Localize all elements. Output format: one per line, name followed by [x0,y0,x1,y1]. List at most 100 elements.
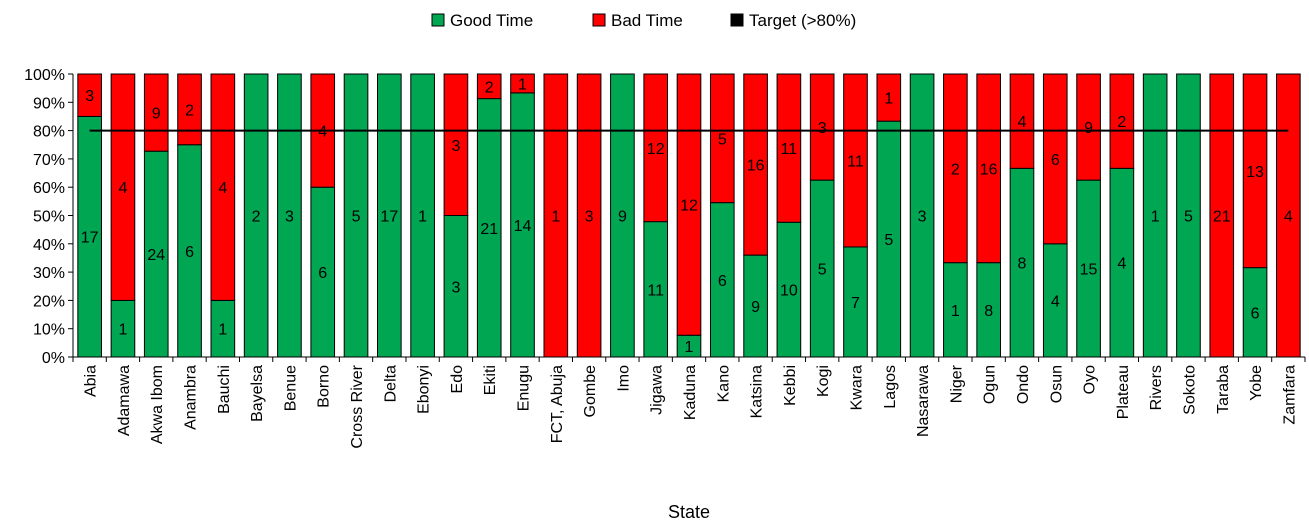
legend-target-label: Target (>80%) [749,11,856,30]
data-label-good-time: 5 [1184,209,1193,226]
data-label-good-time: 5 [884,232,893,249]
data-label-good-time: 15 [1080,262,1098,279]
data-label-bad-time: 2 [951,161,960,178]
data-label-good-time: 14 [514,218,532,235]
x-tick-label: Adamawa [116,365,133,436]
bar-bad-time [776,73,802,223]
data-label-bad-time: 13 [1246,164,1264,181]
x-tick-label: Osun [1048,365,1065,403]
y-tick-label: 80% [33,124,65,141]
data-label-good-time: 1 [951,303,960,320]
data-label-good-time: 9 [618,209,627,226]
data-label-good-time: 24 [147,247,165,264]
legend-bad-time-label: Bad Time [611,11,683,30]
y-tick-label: 50% [33,209,65,226]
bar-bad-time [676,73,702,336]
data-label-good-time: 1 [685,339,694,356]
data-label-bad-time: 21 [1213,209,1231,226]
data-label-good-time: 6 [185,244,194,261]
x-tick-label: Ondo [1015,365,1032,404]
bar-bad-time [510,73,535,94]
bar-bad-time [943,73,968,264]
data-label-good-time: 4 [1051,293,1060,310]
data-label-good-time: 3 [285,209,294,226]
data-label-good-time: 9 [751,299,760,316]
data-label-good-time: 7 [851,295,860,312]
x-tick-label: Taraba [1215,365,1232,414]
x-tick-label: Rivers [1148,365,1165,410]
x-axis: Abia Adamawa Akwa Ibom Anambra Bauchi Bayelsa… [72,356,1306,449]
data-label-bad-time: 4 [218,180,227,197]
data-label-bad-time: 11 [781,141,798,158]
bar-bad-time [77,73,102,117]
data-label-bad-time: 6 [1051,152,1060,169]
data-label-bad-time: 1 [884,91,893,108]
data-label-bad-time: 3 [585,209,594,226]
x-tick-label: Edo [449,365,466,394]
data-label-bad-time: 4 [1284,209,1293,226]
y-tick-label: 60% [33,180,65,197]
data-label-good-time: 11 [647,282,664,299]
data-label-good-time: 5 [818,262,827,279]
bar-bad-time [976,73,1001,264]
bar-bad-time [443,73,469,216]
bar-bad-time [1109,73,1135,169]
x-tick-label: Benue [282,365,299,411]
y-tick-label: 90% [33,95,65,112]
x-tick-label: Jigawa [649,365,666,415]
data-label-bad-time: 3 [85,88,94,105]
y-tick-label: 10% [33,322,65,339]
data-label-bad-time: 4 [1018,114,1027,131]
data-label-bad-time: 4 [118,180,127,197]
bar-bad-time [709,73,735,204]
data-label-bad-time: 16 [747,158,765,175]
legend: Good Time Bad Time Target (>80%) [431,11,856,30]
data-label-bad-time: 5 [718,131,727,148]
data-label-bad-time: 3 [818,120,827,137]
x-tick-label: Katsina [749,365,766,418]
x-tick-label: Delta [382,365,399,402]
x-tick-label: Lagos [882,365,899,409]
data-label-bad-time: 2 [1117,114,1126,131]
x-tick-label: Enugu [516,365,533,411]
data-label-good-time: 10 [780,283,798,300]
data-label-bad-time: 9 [1084,120,1093,137]
bar-bad-time [1042,73,1068,245]
bar-bad-time [643,73,669,223]
x-tick-label: Plateau [1115,365,1132,419]
x-tick-label: Kano [715,365,732,402]
x-tick-label: Cross River [349,364,366,448]
data-label-good-time: 21 [480,221,498,238]
legend-good-time-swatch [431,13,445,27]
y-axis: 0% 10% 20% 30% 40% 50% 60% 70% 80% 90% 100% [24,67,74,367]
x-tick-label: Kogi [815,365,832,397]
data-label-bad-time: 1 [518,76,527,93]
data-label-good-time: 6 [718,273,727,290]
x-tick-label: Ogun [982,365,999,404]
bar-bad-time [177,73,202,146]
data-label-good-time: 5 [352,209,361,226]
data-label-bad-time: 3 [451,138,460,155]
y-tick-label: 70% [33,152,65,169]
legend-target-swatch [730,13,744,27]
legend-good-time-label: Good Time [450,11,533,30]
bar-bad-time [809,73,835,181]
y-tick-label: 100% [24,67,65,84]
data-label-bad-time: 12 [680,198,698,215]
x-tick-label: Niger [948,364,965,403]
x-tick-label: Bauchi [216,365,233,414]
data-label-good-time: 2 [252,209,261,226]
bar-bad-time [1009,73,1035,169]
y-tick-label: 0% [42,350,65,367]
data-label-good-time: 17 [81,230,99,247]
data-label-good-time: 1 [418,209,427,226]
x-tick-label: Anambra [183,365,200,430]
x-tick-label: Kaduna [682,365,699,420]
x-tick-label: Ebonyi [416,365,433,414]
data-label-bad-time: 2 [485,79,494,96]
y-tick-label: 30% [33,265,65,282]
bar-bad-time [843,73,868,248]
data-label-good-time: 1 [1151,209,1160,226]
